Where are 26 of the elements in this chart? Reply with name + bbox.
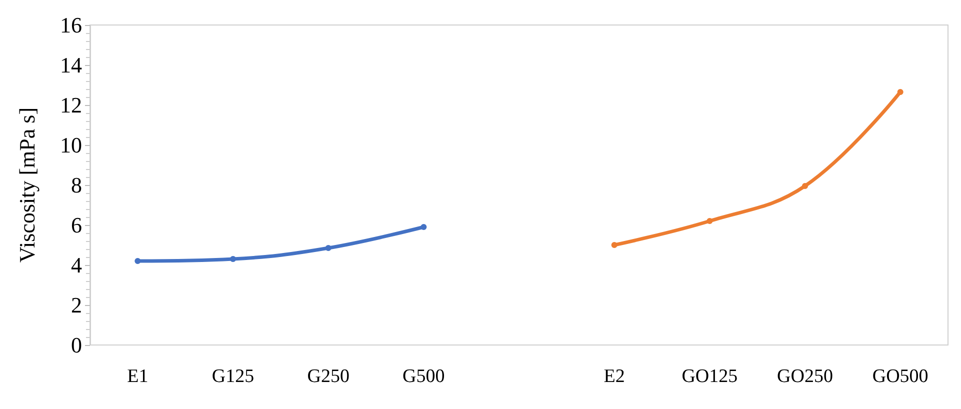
point bbox=[134, 258, 141, 264]
point bbox=[802, 183, 808, 189]
y-tick-label: 4 bbox=[71, 252, 82, 278]
y-tick-label: 10 bbox=[60, 132, 82, 158]
x-tick-label: G250 bbox=[307, 366, 350, 387]
x-tick-label: G125 bbox=[212, 366, 254, 387]
y-tick-label: 8 bbox=[71, 172, 82, 198]
point bbox=[897, 89, 904, 95]
y-tick-label: 12 bbox=[60, 92, 82, 118]
x-tick-label: E2 bbox=[604, 366, 625, 387]
point bbox=[420, 224, 427, 230]
y-tick-label: 14 bbox=[60, 52, 82, 78]
x-tick-label: GO500 bbox=[872, 366, 928, 387]
x-tick-label: G500 bbox=[402, 366, 445, 387]
y-tick-label: 6 bbox=[71, 212, 82, 238]
y-axis-title: Viscosity [mPa s] bbox=[14, 107, 40, 263]
point bbox=[230, 256, 236, 262]
y-tick-label: 0 bbox=[71, 332, 82, 358]
y-tick-label: 2 bbox=[71, 292, 82, 318]
point bbox=[706, 218, 713, 224]
x-tick-label: GO125 bbox=[682, 366, 738, 387]
y-tick-label: 16 bbox=[60, 12, 82, 38]
x-tick-label: GO250 bbox=[777, 366, 833, 387]
point bbox=[325, 245, 332, 251]
point bbox=[611, 242, 618, 248]
x-tick-label: E1 bbox=[127, 366, 148, 387]
